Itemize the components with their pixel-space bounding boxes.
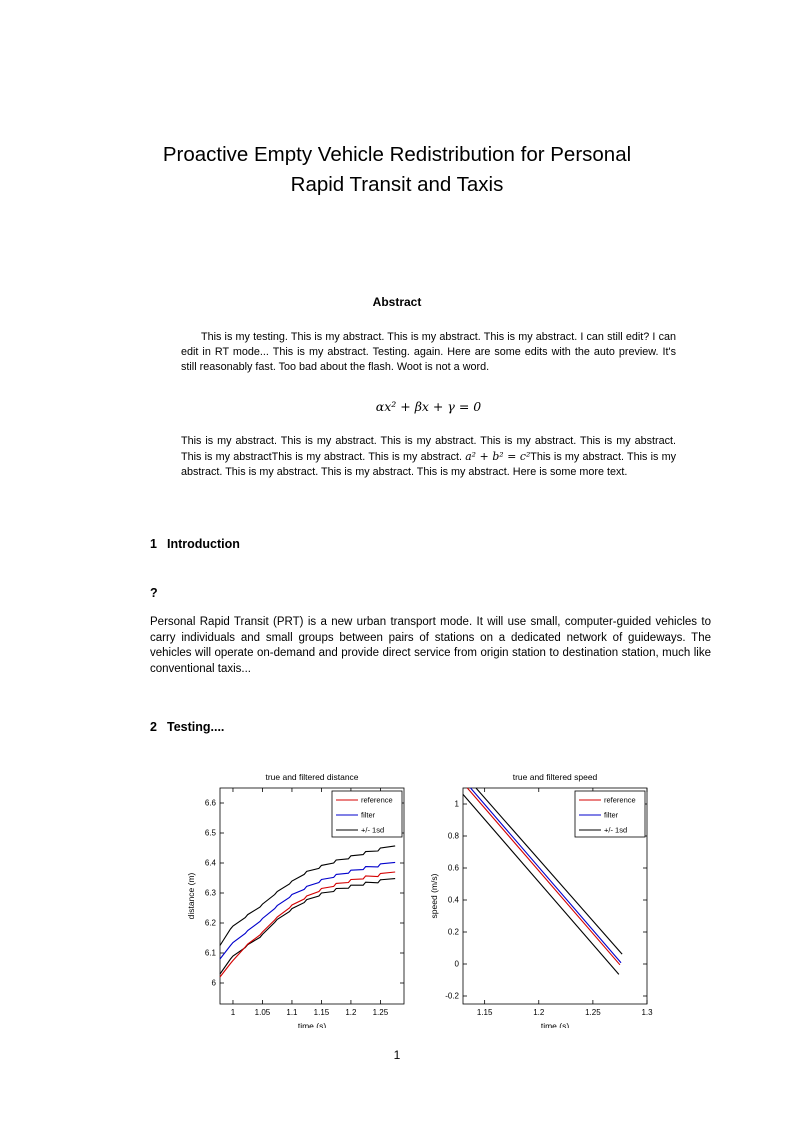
svg-text:0.6: 0.6 — [448, 864, 460, 873]
svg-text:1.25: 1.25 — [585, 1008, 601, 1017]
svg-text:1.3: 1.3 — [641, 1008, 653, 1017]
svg-text:-0.2: -0.2 — [445, 992, 459, 1001]
svg-text:distance (m): distance (m) — [186, 872, 196, 919]
svg-text:1.2: 1.2 — [345, 1008, 357, 1017]
svg-text:true and filtered speed: true and filtered speed — [513, 772, 598, 782]
svg-text:speed (m/s): speed (m/s) — [429, 873, 439, 918]
abstract-paragraph-1: This is my testing. This is my abstract.… — [181, 331, 676, 374]
abstract-paragraph-2-text-before: This is my abstract. This is my abstract… — [181, 435, 676, 464]
speed-chart: true and filtered speed 1.15 1.2 1.25 1.3 -0.… — [429, 772, 653, 1028]
svg-text:6: 6 — [212, 979, 217, 988]
svg-text:filter: filter — [604, 811, 619, 820]
question-mark-subheading: ? — [150, 586, 158, 600]
page-number: 1 — [393, 1048, 401, 1062]
svg-text:0.8: 0.8 — [448, 832, 460, 841]
introduction-paragraph: Personal Rapid Transit (PRT) is a new ur… — [150, 616, 711, 676]
abstract-heading: Abstract — [372, 295, 422, 309]
section-heading-testing: 2 Testing.... — [150, 720, 224, 734]
svg-text:time (s): time (s) — [541, 1021, 570, 1028]
svg-text:true and filtered distance: true and filtered distance — [265, 772, 358, 782]
inline-equation: a² + b² = c² — [465, 450, 531, 464]
svg-text:filter: filter — [361, 811, 376, 820]
paper-title-line2: Rapid Transit and Taxis — [290, 173, 504, 196]
svg-text:6.6: 6.6 — [205, 799, 217, 808]
svg-text:6.4: 6.4 — [205, 859, 217, 868]
svg-text:6.5: 6.5 — [205, 829, 217, 838]
section-number: 2 — [150, 720, 157, 734]
svg-text:6.2: 6.2 — [205, 919, 217, 928]
svg-text:0: 0 — [455, 960, 460, 969]
section-title: Testing.... — [167, 720, 225, 734]
svg-text:1.1: 1.1 — [286, 1008, 298, 1017]
svg-text:reference: reference — [604, 796, 636, 805]
distance-chart: true and filtered distance 1 1.05 1.1 1.15 1.… — [186, 772, 405, 1028]
svg-text:1.15: 1.15 — [477, 1008, 493, 1017]
svg-text:1.15: 1.15 — [314, 1008, 330, 1017]
paper-title-line1: Proactive Empty Vehicle Redistribution f… — [162, 143, 632, 166]
svg-text:reference: reference — [361, 796, 393, 805]
section-heading-introduction: 1 Introduction — [150, 537, 240, 551]
section-title: Introduction — [167, 537, 240, 551]
svg-text:0.4: 0.4 — [448, 896, 460, 905]
svg-text:+/- 1sd: +/- 1sd — [604, 826, 627, 835]
svg-text:1.05: 1.05 — [255, 1008, 271, 1017]
svg-text:6.3: 6.3 — [205, 889, 217, 898]
svg-text:1: 1 — [455, 800, 460, 809]
abstract-paragraph-2-text-after: This is my abstract. This is my abstract… — [181, 451, 677, 479]
display-equation: αx² + βx + γ = 0 — [375, 399, 482, 414]
svg-text:1.25: 1.25 — [373, 1008, 389, 1017]
paper-title: Proactive Empty Vehicle Redistribution f… — [0, 140, 794, 200]
svg-text:time (s): time (s) — [298, 1021, 327, 1028]
svg-text:0.2: 0.2 — [448, 928, 460, 937]
svg-text:1.2: 1.2 — [533, 1008, 545, 1017]
svg-text:6.1: 6.1 — [205, 949, 217, 958]
svg-text:1: 1 — [231, 1008, 236, 1017]
section-number: 1 — [150, 537, 157, 551]
abstract-paragraph-2: This is my abstract. This is my abstract… — [181, 434, 676, 481]
svg-text:+/- 1sd: +/- 1sd — [361, 826, 384, 835]
